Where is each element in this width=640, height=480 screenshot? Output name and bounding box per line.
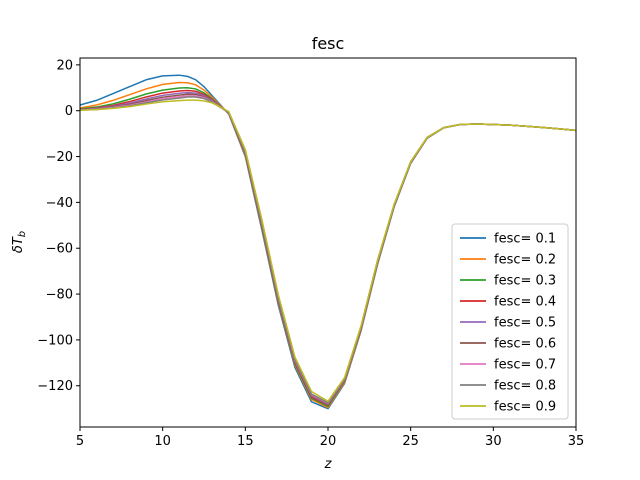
x-tick-label: 35 bbox=[568, 434, 585, 449]
x-tick-label: 5 bbox=[76, 434, 84, 449]
y-tick-label: −100 bbox=[37, 333, 73, 348]
y-tick-label: −60 bbox=[46, 242, 73, 257]
series-line-9 bbox=[79, 99, 577, 403]
y-tick-label: −80 bbox=[46, 288, 73, 303]
y-tick-label: −40 bbox=[46, 196, 73, 211]
legend-entry-label: fesc= 0.7 bbox=[494, 358, 556, 373]
x-tick-label: 25 bbox=[402, 434, 419, 449]
y-tick-label: 0 bbox=[65, 104, 73, 119]
legend-entry-label: fesc= 0.5 bbox=[494, 316, 556, 331]
y-axis-label-main: δT bbox=[11, 236, 26, 253]
x-tick-label: 15 bbox=[237, 434, 254, 449]
chart-title: fesc bbox=[312, 34, 345, 53]
x-axis-label: z bbox=[324, 457, 333, 472]
y-tick-label: 20 bbox=[56, 58, 73, 73]
legend-entry-label: fesc= 0.6 bbox=[494, 337, 556, 352]
legend-entry-label: fesc= 0.4 bbox=[494, 295, 556, 310]
y-tick-label: −120 bbox=[37, 379, 73, 394]
x-tick-label: 10 bbox=[154, 434, 171, 449]
legend-box bbox=[451, 223, 569, 420]
legend: fesc= 0.1 fesc= 0.2 fesc= 0.3 fesc= 0.4 fesc… bbox=[451, 223, 569, 420]
y-tick-label: −20 bbox=[46, 150, 73, 165]
x-axis: 5 10 15 20 25 30 35 bbox=[76, 427, 584, 449]
legend-entry-label: fesc= 0.8 bbox=[494, 379, 556, 394]
plot-lines bbox=[79, 74, 577, 410]
legend-entry-label: fesc= 0.2 bbox=[494, 253, 556, 268]
y-axis-label-subscript: b bbox=[17, 231, 28, 237]
y-axis: 20 0 −20 −40 −60 −80 −100 −120 bbox=[37, 58, 80, 394]
y-axis-label: δTb bbox=[11, 231, 28, 253]
legend-entry-label: fesc= 0.9 bbox=[494, 400, 556, 415]
x-tick-label: 20 bbox=[320, 434, 337, 449]
x-tick-label: 30 bbox=[485, 434, 502, 449]
legend-entry-label: fesc= 0.3 bbox=[494, 274, 556, 289]
legend-entry-label: fesc= 0.1 bbox=[494, 232, 556, 247]
